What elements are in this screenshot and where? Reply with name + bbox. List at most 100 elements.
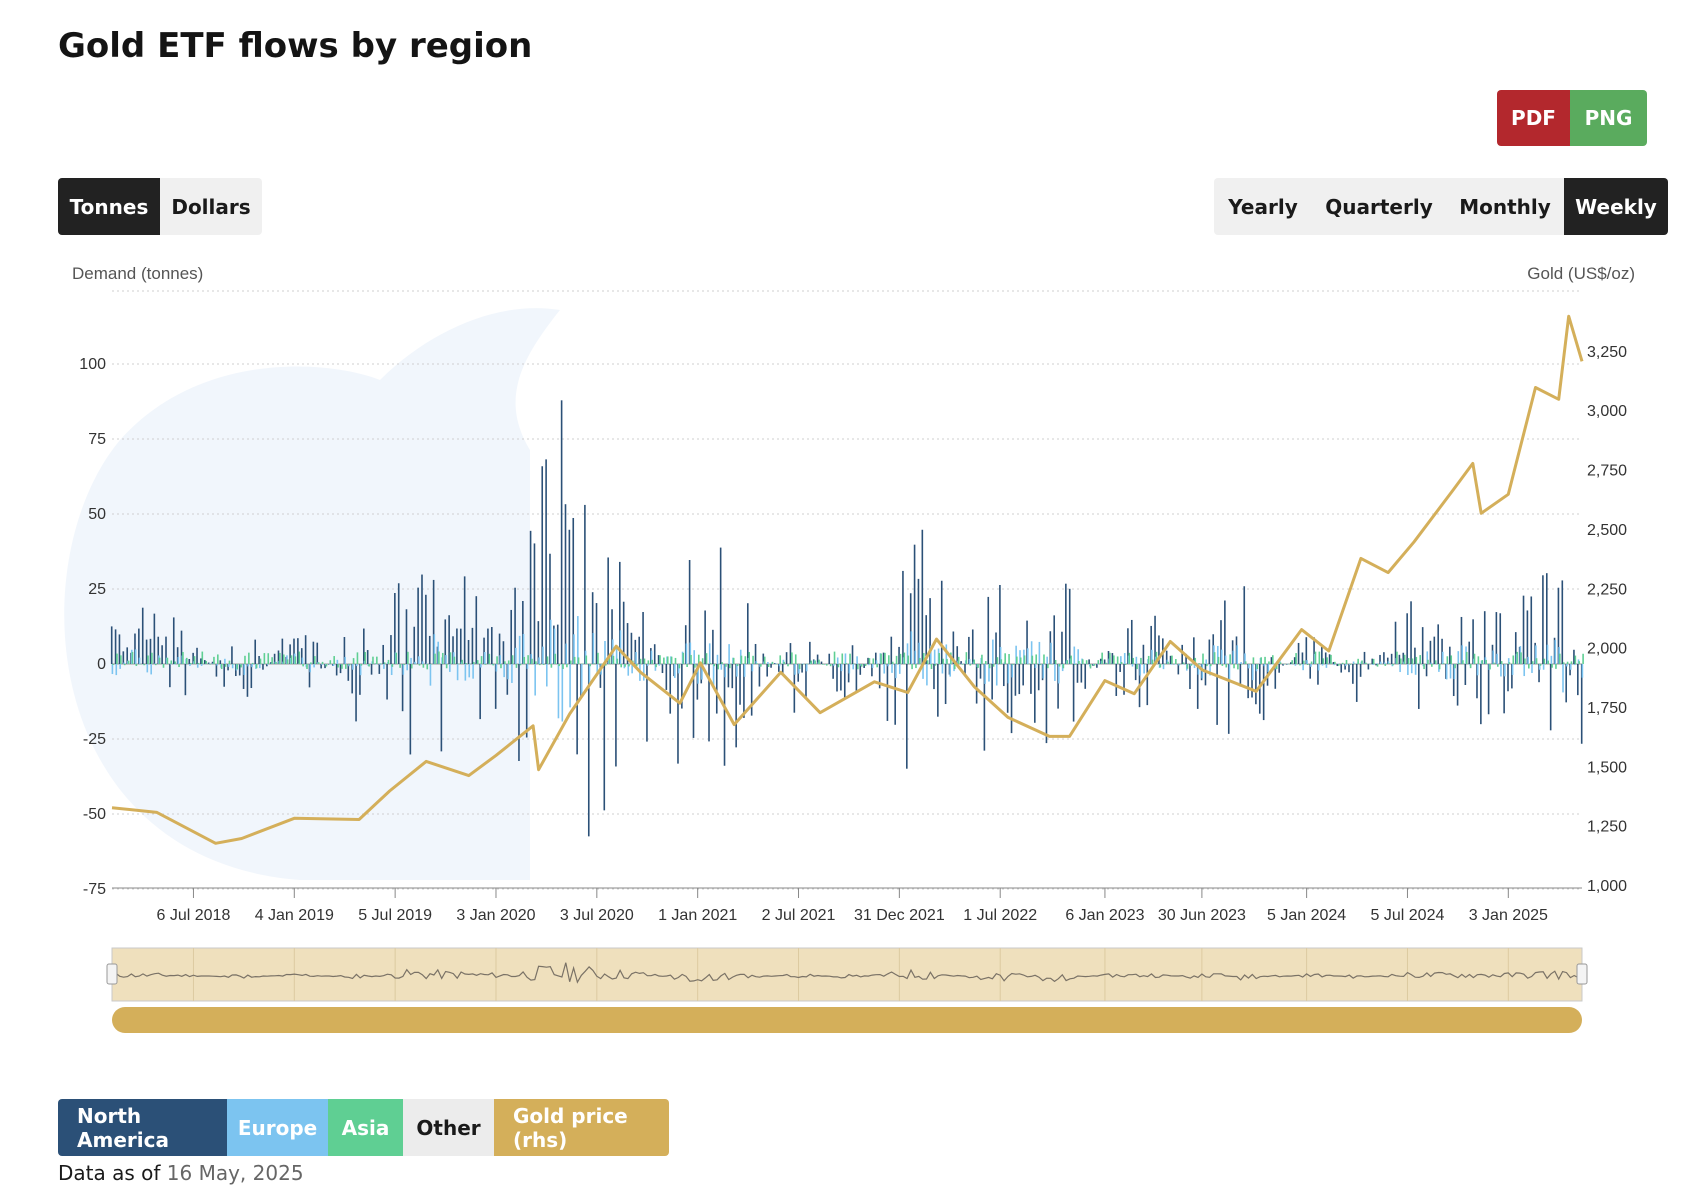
unit-dollars-button[interactable]: Dollars — [171, 194, 251, 219]
navigator-scrollbar[interactable] — [112, 1007, 1582, 1033]
flow-bar — [115, 664, 118, 676]
flow-bar — [537, 621, 540, 664]
flow-bar — [173, 663, 176, 665]
flow-bar — [1015, 645, 1017, 664]
flow-bar — [1205, 659, 1207, 664]
flow-bar — [1487, 664, 1490, 715]
flow-bar — [1507, 664, 1509, 692]
flow-bar — [589, 664, 591, 667]
flow-bar — [1352, 664, 1354, 684]
x-tick-label: 3 Jan 2020 — [456, 907, 535, 924]
flow-bar — [293, 638, 295, 664]
flow-bar — [899, 653, 902, 664]
flow-bar — [1390, 653, 1393, 664]
flow-bar — [1485, 659, 1487, 664]
legend-north-america[interactable]: North America — [58, 1099, 227, 1156]
flow-bar — [1287, 663, 1290, 665]
y2-tick-label: 3,250 — [1587, 344, 1627, 361]
flow-bar — [766, 664, 768, 677]
flow-bar — [1522, 595, 1525, 664]
flow-bar — [356, 652, 359, 664]
flow-bar — [1569, 664, 1572, 670]
x-tick-label: 2 Jul 2021 — [762, 907, 836, 924]
flow-bar — [1119, 664, 1121, 672]
flow-bar — [681, 664, 683, 709]
flow-bar — [1535, 658, 1538, 664]
flow-bar — [332, 664, 335, 666]
flow-bar — [1458, 662, 1460, 664]
flow-bar — [1030, 664, 1032, 694]
flow-bar — [1383, 662, 1386, 664]
flow-bar — [277, 650, 280, 664]
flow-bar — [1135, 656, 1138, 664]
flow-bar — [549, 553, 551, 664]
flow-bar — [492, 664, 495, 666]
period-weekly-button[interactable]: Weekly — [1564, 178, 1668, 235]
flow-bar — [1139, 664, 1142, 676]
flow-bar — [258, 656, 260, 664]
export-buttons: PDF PNG — [1497, 90, 1647, 146]
flow-bar — [525, 664, 528, 738]
flow-bar — [217, 654, 219, 664]
flow-bar — [432, 579, 435, 664]
flow-bar — [638, 636, 640, 664]
unit-tonnes-button[interactable]: Tonnes — [58, 178, 160, 235]
flow-bar — [502, 641, 505, 664]
period-monthly-button[interactable]: Monthly — [1459, 194, 1551, 219]
flow-bar — [197, 662, 200, 664]
flow-bar — [942, 658, 944, 664]
flow-bar — [1357, 658, 1359, 664]
flow-bar — [1355, 664, 1358, 702]
flow-bar — [1523, 664, 1526, 677]
pdf-export-button[interactable]: PDF — [1497, 90, 1570, 146]
flow-bar — [111, 664, 114, 675]
flow-bar — [1438, 664, 1441, 670]
flow-bar — [677, 664, 679, 764]
flow-bar — [1291, 660, 1294, 664]
flow-bar — [352, 664, 354, 670]
png-export-button[interactable]: PNG — [1570, 90, 1647, 146]
flow-bar — [650, 650, 653, 664]
flow-bar — [1555, 664, 1557, 669]
navigator-window[interactable] — [111, 947, 1583, 1002]
flow-bar — [1562, 662, 1565, 664]
flow-bar — [678, 664, 681, 669]
flow-bar — [1232, 650, 1235, 664]
flow-bar — [1030, 641, 1033, 664]
flow-bar — [705, 653, 708, 664]
range-navigator[interactable] — [0, 940, 1700, 1040]
flow-bar — [670, 656, 673, 664]
flow-bar — [1516, 651, 1518, 664]
flow-bar — [483, 637, 485, 664]
flow-bar — [421, 661, 424, 664]
flow-bar — [1527, 664, 1530, 669]
flow-bar — [417, 587, 419, 664]
flow-bar — [504, 661, 506, 664]
legend-gold-price[interactable]: Gold price (rhs) — [494, 1099, 669, 1156]
legend-europe[interactable]: Europe — [227, 1099, 328, 1156]
period-quarterly-button[interactable]: Quarterly — [1325, 194, 1433, 219]
flow-bar — [1460, 616, 1463, 664]
flow-bar — [1127, 628, 1129, 664]
flow-bar — [665, 664, 668, 690]
flow-bar — [1022, 664, 1024, 686]
flow-bar — [1216, 664, 1218, 725]
flow-bar — [760, 664, 762, 667]
legend-asia[interactable]: Asia — [328, 1099, 403, 1156]
flow-bar — [1462, 660, 1464, 664]
flow-bar — [816, 654, 819, 664]
legend-other[interactable]: Other — [403, 1099, 494, 1156]
navigator-left-handle[interactable] — [106, 963, 118, 985]
flow-bar — [859, 664, 862, 675]
flow-bar — [1167, 661, 1169, 664]
period-yearly-button[interactable]: Yearly — [1228, 194, 1298, 219]
flow-bar — [1367, 664, 1370, 670]
flow-bar — [1220, 649, 1223, 664]
flow-bar — [219, 660, 222, 664]
flow-bar — [1000, 659, 1003, 664]
navigator-right-handle[interactable] — [1576, 963, 1588, 985]
flow-bar — [1400, 658, 1402, 664]
flow-bar — [1105, 662, 1107, 664]
flow-bar — [1317, 664, 1319, 685]
flow-bar — [1359, 664, 1362, 677]
